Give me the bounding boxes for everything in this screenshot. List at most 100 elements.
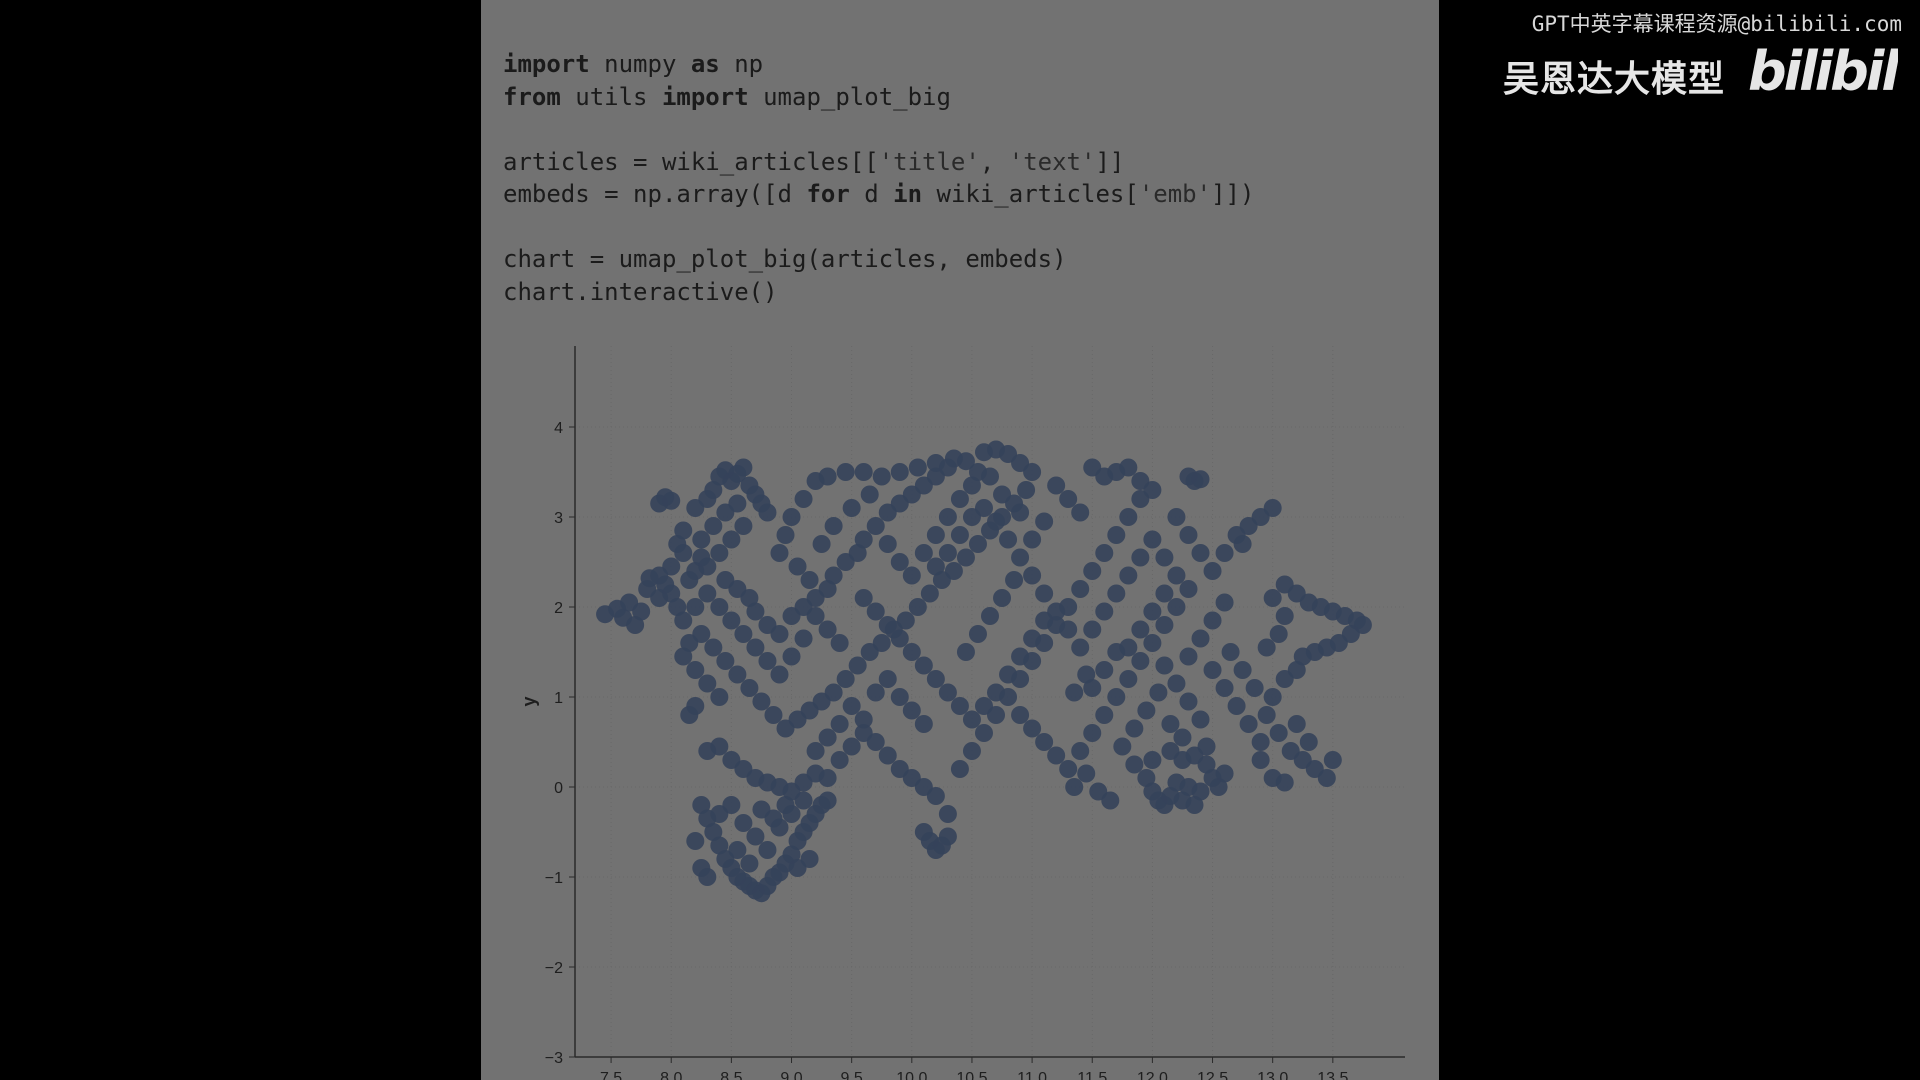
scatter-point <box>782 845 801 864</box>
scatter-point <box>1005 571 1024 589</box>
scatter-point <box>902 566 921 585</box>
scatter-point <box>788 557 807 576</box>
scatter-point <box>704 517 723 535</box>
scatter-point <box>866 602 885 621</box>
scatter-point <box>674 611 693 630</box>
scatter-point <box>824 566 843 585</box>
scatter-point <box>950 760 969 778</box>
scatter-point <box>836 670 855 688</box>
code-token: wiki_articles[ <box>922 180 1139 208</box>
scatter-point <box>968 625 987 643</box>
x-tick-label: 10.0 <box>896 1070 927 1080</box>
x-tick-label: 9.5 <box>841 1070 863 1080</box>
x-tick-label: 12.5 <box>1197 1070 1228 1080</box>
scatter-point <box>1215 544 1234 562</box>
scatter-point <box>1203 661 1222 679</box>
scatter-point <box>1203 562 1222 580</box>
x-tick-label: 13.5 <box>1317 1070 1348 1080</box>
scatter-point <box>764 706 783 724</box>
scatter-point <box>926 557 945 576</box>
x-tick-label: 8.0 <box>660 1070 682 1080</box>
scatter-point <box>987 512 1006 531</box>
scatter-point <box>1191 470 1210 489</box>
scatter-point <box>1323 751 1342 769</box>
scatter-point <box>812 535 831 553</box>
scatter-point <box>1077 764 1096 783</box>
scatter-point <box>632 602 651 621</box>
scatter-point <box>806 742 825 760</box>
scatter-point <box>770 625 789 643</box>
scatter-point <box>770 544 789 562</box>
scatter-point <box>872 467 891 486</box>
scatter-point <box>1185 796 1204 814</box>
scatter-point <box>854 463 873 481</box>
code-token: np <box>719 50 764 78</box>
scatter-point <box>686 661 705 679</box>
code-string: 'text' <box>1008 147 1096 176</box>
scatter-point <box>1161 742 1180 760</box>
scatter-point <box>999 665 1018 684</box>
scatter-point <box>818 580 837 598</box>
scatter-point <box>962 508 981 526</box>
scatter-point <box>776 526 795 544</box>
scatter-point <box>1143 602 1162 621</box>
scatter-point <box>818 791 837 810</box>
scatter-point <box>1011 647 1030 666</box>
scatter-point <box>926 787 945 805</box>
code-line: import numpy as np <box>503 48 1254 81</box>
code-cell[interactable]: import numpy as np from utils import umap… <box>503 48 1254 308</box>
scatter-point <box>704 823 723 841</box>
scatter-point <box>962 710 981 729</box>
scatter-point <box>728 494 747 513</box>
scatter-point <box>908 458 927 477</box>
scatter-point <box>680 634 699 652</box>
scatter-point <box>698 557 717 576</box>
code-line: articles = wiki_articles[['title', 'text… <box>503 146 1254 179</box>
scatter-point <box>938 508 957 526</box>
code-keyword: for <box>806 180 850 208</box>
scatter-point <box>878 670 897 688</box>
svg-text:bilibili: bilibili <box>1748 40 1898 102</box>
scatter-point <box>1059 490 1078 508</box>
scatter-point <box>1179 647 1198 666</box>
scatter-point <box>1167 674 1186 693</box>
x-tick-label: 12.0 <box>1137 1070 1168 1080</box>
scatter-point <box>1065 778 1084 796</box>
scatter-point <box>722 530 741 549</box>
scatter-point <box>1155 548 1174 567</box>
code-keyword: import <box>503 50 590 78</box>
scatter-point <box>1095 706 1114 724</box>
scatter-point <box>1299 733 1318 751</box>
scatter-point <box>1011 706 1030 724</box>
scatter-point <box>776 719 795 738</box>
scatter-point <box>746 602 765 621</box>
scatter-point <box>692 530 711 549</box>
scatter-point <box>1209 778 1228 796</box>
scatter-point <box>1227 697 1246 715</box>
scatter-point <box>710 544 729 562</box>
scatter-point <box>1179 692 1198 711</box>
scatter-point <box>938 805 957 823</box>
scatter-point <box>1023 530 1042 549</box>
scatter-point <box>1119 566 1138 585</box>
scatter-point <box>770 665 789 684</box>
scatter-point <box>1035 733 1054 751</box>
scatter-point <box>674 521 693 540</box>
scatter-point <box>1269 724 1288 742</box>
scatter-point <box>866 683 885 702</box>
scatter-point <box>1119 638 1138 657</box>
scatter-point <box>758 503 777 522</box>
code-token: d <box>849 180 894 208</box>
code-token: umap_plot_big <box>748 82 951 111</box>
code-token: chart.interactive() <box>503 277 778 306</box>
scatter-point <box>1263 499 1282 517</box>
scatter-point <box>1257 706 1276 724</box>
scatter-point <box>806 607 825 625</box>
scatter-point <box>1071 742 1090 760</box>
y-tick-label: 4 <box>554 420 563 437</box>
scatter-point <box>740 589 759 607</box>
umap-scatter-chart[interactable]: 4 3 2 1 0 −1 −2 −3 7.5 8.0 8.5 9.0 9.5 10.0 10.5 11.0 11… <box>481 330 1439 1080</box>
scatter-point <box>1317 769 1336 787</box>
scatter-point <box>926 670 945 688</box>
scatter-point <box>842 737 861 756</box>
